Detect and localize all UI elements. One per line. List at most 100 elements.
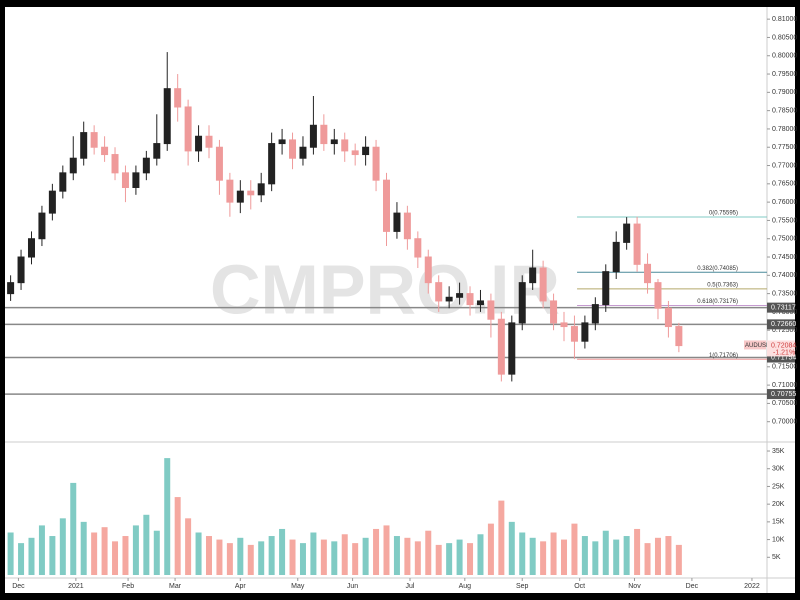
candle-body — [101, 146, 109, 156]
y-tick-label: 0.76000 — [772, 199, 797, 206]
volume-tick-label: 25K — [772, 483, 785, 490]
volume-tick-label: 35K — [772, 448, 785, 455]
x-tick-label: Nov — [628, 583, 641, 590]
candle-body — [476, 300, 484, 306]
x-tick-label: Apr — [235, 583, 247, 590]
candle-body — [466, 293, 474, 306]
candle-body — [38, 212, 46, 240]
fib-label: 0(0.75595) — [709, 211, 738, 217]
y-tick-label: 0.73500 — [772, 290, 797, 297]
fib-label: 0.382(0.74085) — [697, 266, 738, 272]
candle-body — [403, 212, 411, 240]
candle-body — [382, 179, 391, 232]
chart-background — [5, 7, 795, 593]
volume-bar — [675, 544, 682, 575]
volume-bar — [623, 536, 630, 575]
candle-body — [570, 326, 578, 342]
y-tick-label: 0.70500 — [772, 400, 797, 407]
candle-body — [435, 282, 443, 302]
volume-bar — [456, 539, 463, 575]
candle-body — [508, 322, 516, 375]
volume-bar — [279, 528, 286, 575]
candle-body — [675, 326, 683, 347]
volume-bar — [70, 482, 77, 575]
x-tick-label: Oct — [574, 583, 585, 590]
volume-bar — [519, 532, 526, 575]
volume-bar — [28, 537, 35, 575]
volume-tick-label: 15K — [772, 519, 785, 526]
candle-body — [445, 296, 453, 302]
volume-tick-label: 5K — [772, 554, 781, 561]
volume-bar — [665, 536, 672, 575]
price-level-label: 0.71754 — [771, 354, 796, 361]
price-level-label: 0.73117 — [771, 304, 796, 311]
candle-body — [591, 304, 599, 324]
x-tick-label: 2022 — [744, 583, 760, 590]
candle-body — [205, 135, 213, 148]
candle-body — [602, 271, 610, 306]
price-level-badge — [767, 302, 795, 313]
watermark: CMPRO.IR — [210, 250, 560, 328]
volume-bar — [112, 541, 119, 575]
price-level-label: 0.72660 — [771, 321, 796, 328]
y-tick-label: 0.79500 — [772, 71, 797, 78]
volume-bar — [425, 530, 432, 575]
candle-body — [654, 282, 662, 309]
symbol-badge — [744, 340, 766, 350]
volume-bar — [352, 543, 359, 575]
candle-body — [612, 241, 620, 273]
x-tick-label: Mar — [169, 583, 182, 590]
price-level-badge — [767, 319, 795, 330]
volume-bar — [247, 544, 254, 575]
x-tick-label: Jun — [347, 583, 358, 590]
volume-bar — [331, 541, 338, 575]
candle-body — [48, 190, 56, 214]
candle-body — [247, 190, 255, 196]
volume-bar — [205, 536, 212, 575]
x-tick-label: Jul — [406, 583, 415, 590]
candle-body — [111, 154, 119, 174]
candle-body — [341, 139, 349, 152]
candle-body — [424, 256, 432, 284]
volume-tick-label: 10K — [772, 536, 785, 543]
candle-body — [372, 146, 380, 181]
volume-bar — [174, 497, 181, 575]
candle-body — [142, 157, 150, 174]
x-tick-label: Dec — [12, 583, 25, 590]
volume-bar — [185, 518, 192, 575]
volume-bar — [237, 537, 244, 575]
volume-bar — [404, 537, 411, 575]
candle-body — [184, 106, 192, 152]
candle-body — [278, 139, 286, 145]
y-tick-label: 0.74500 — [772, 254, 797, 261]
y-tick-label: 0.79000 — [772, 89, 797, 96]
candle-body — [362, 146, 370, 156]
volume-bar — [289, 539, 296, 575]
candle-body — [330, 139, 338, 145]
volume-bar — [550, 532, 557, 575]
candle-body — [7, 282, 15, 295]
candle-body — [257, 183, 265, 196]
candle-body — [351, 150, 359, 156]
volume-bar — [477, 534, 484, 575]
candle-body — [664, 307, 672, 328]
candle-body — [581, 322, 589, 342]
candle-body — [529, 267, 537, 284]
volume-bar — [153, 530, 160, 575]
volume-bar — [7, 532, 14, 575]
candle-body — [550, 300, 558, 324]
volume-bar — [362, 537, 369, 575]
candle-body — [236, 190, 244, 203]
volume-bar — [540, 541, 547, 575]
volume-bar — [80, 521, 87, 575]
candle-body — [456, 293, 464, 298]
y-tick-label: 0.77500 — [772, 144, 797, 151]
y-tick-label: 0.74000 — [772, 272, 797, 279]
candle-body — [174, 88, 182, 108]
candle-body — [299, 146, 307, 159]
fib-label: 1(0.71706) — [709, 353, 738, 359]
volume-bar — [122, 536, 129, 575]
volume-bar — [341, 534, 348, 575]
candle-body — [153, 143, 161, 159]
volume-bar — [393, 536, 400, 575]
